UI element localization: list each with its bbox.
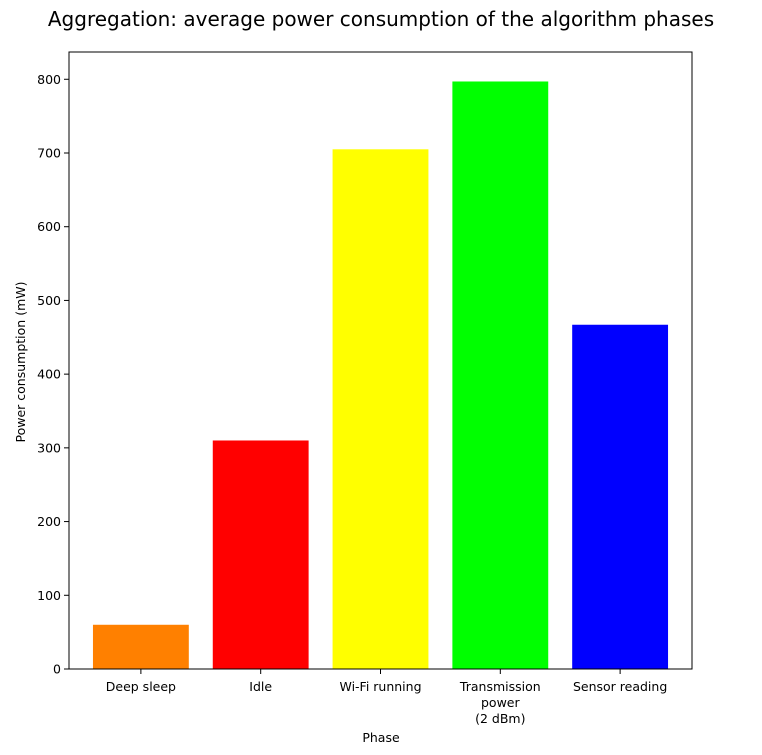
y-tick-label: 500: [37, 293, 61, 308]
chart-title: Aggregation: average power consumption o…: [48, 7, 714, 31]
axes-layer: 0 100 200 300 400 500 600 700 800 Deep sleep Idle W…: [37, 51, 693, 726]
y-tick-label: 700: [37, 145, 61, 160]
x-tick-label-line: (2 dBm): [475, 711, 525, 726]
bar-wi-fi-running: [332, 149, 429, 669]
y-tick-label: 100: [37, 588, 61, 603]
x-tick-label-line: Wi-Fi running: [339, 679, 421, 694]
y-tick-label: 300: [37, 440, 61, 455]
bar-sensor-reading: [572, 324, 669, 669]
x-tick-label-line: Transmission: [459, 679, 541, 694]
x-axis-label: Phase: [362, 730, 400, 745]
x-tick-label-idle: Idle: [249, 679, 272, 694]
x-tick-label-line: Deep sleep: [106, 679, 176, 694]
x-tick-label-wi-fi-running: Wi-Fi running: [339, 679, 421, 694]
y-tick-label: 600: [37, 219, 61, 234]
x-tick-label-line: Idle: [249, 679, 272, 694]
bar-transmission-power-2-dbm: [452, 81, 549, 669]
y-tick-label: 200: [37, 514, 61, 529]
y-tick-label: 800: [37, 72, 61, 87]
x-tick-label-line: power: [481, 695, 520, 710]
x-tick-label-line: Sensor reading: [573, 679, 667, 694]
y-tick-label: 0: [53, 662, 61, 677]
bars-layer: [92, 81, 669, 669]
x-tick-label-deep-sleep: Deep sleep: [106, 679, 176, 694]
bar-idle: [212, 440, 309, 669]
y-tick-label: 400: [37, 367, 61, 382]
bar-deep-sleep: [92, 624, 189, 669]
x-tick-label-sensor-reading: Sensor reading: [573, 679, 667, 694]
x-tick-label-transmission-power-2-dbm: Transmission power (2 dBm): [459, 679, 541, 726]
y-axis-label: Power consumption (mW): [13, 282, 28, 443]
